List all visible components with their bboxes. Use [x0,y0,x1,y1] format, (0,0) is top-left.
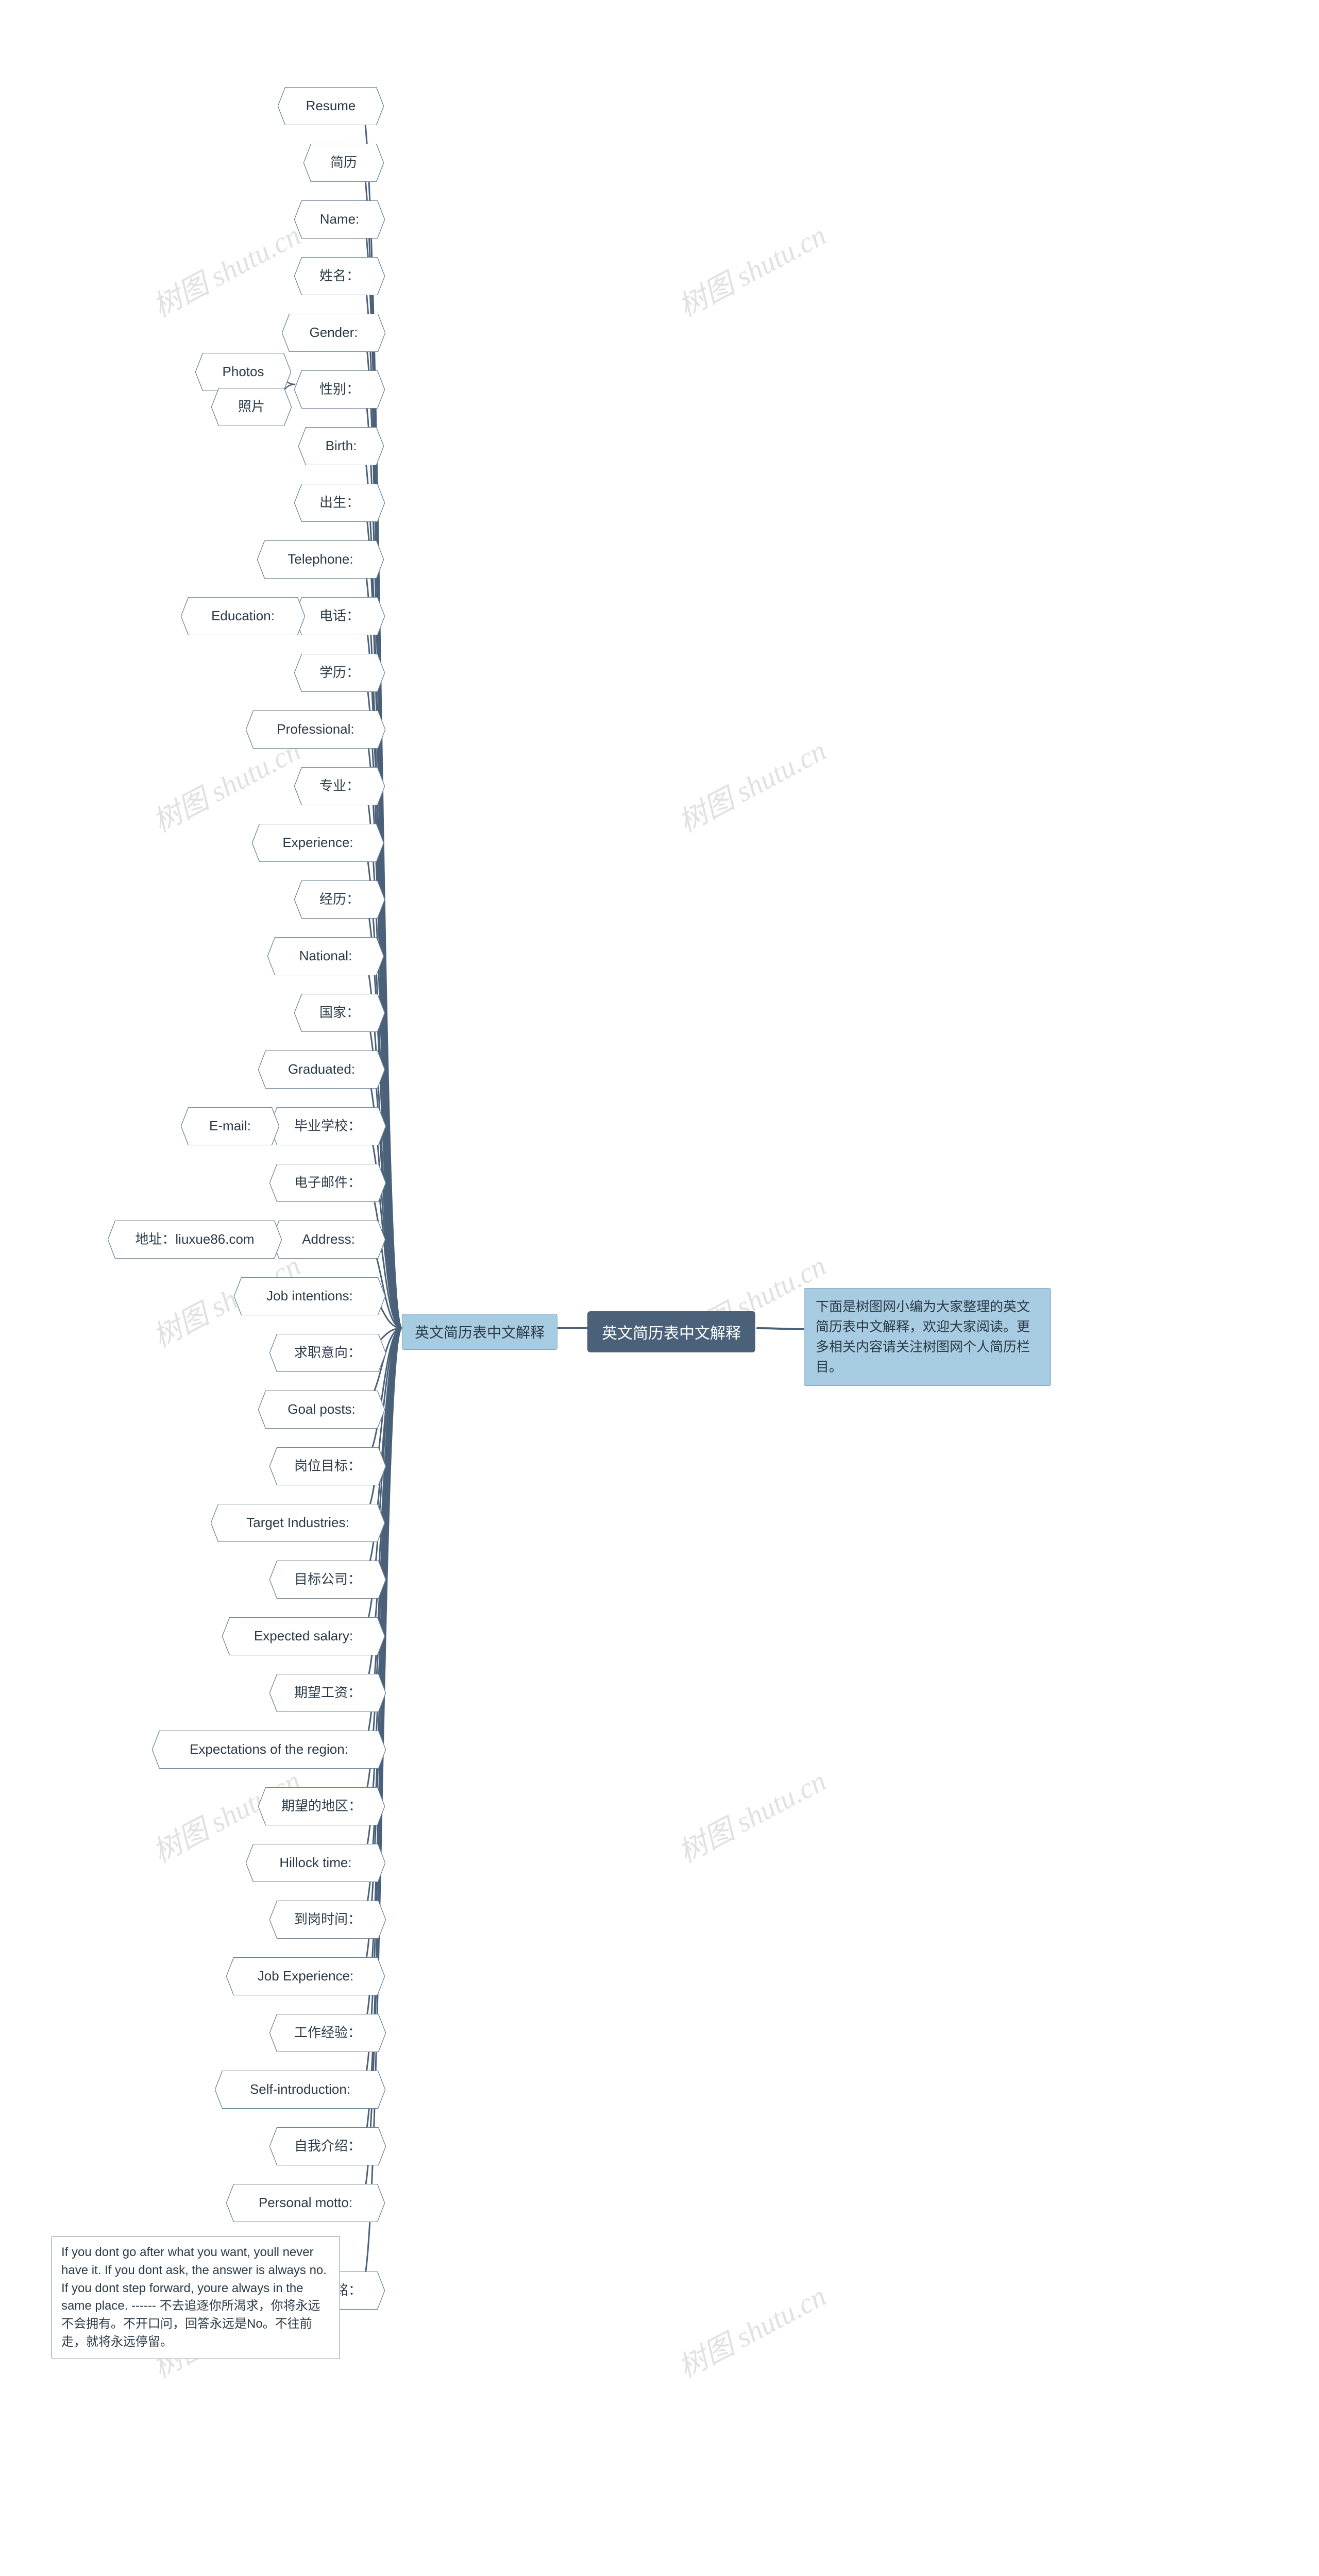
leaf-node-jobexp: Job Experience: [227,1958,384,1995]
description-node: 下面是树图网小编为大家整理的英文简历表中文解释，欢迎大家阅读。更多相关内容请关注… [804,1288,1051,1386]
leaf-wrap: 国家： [295,994,384,1031]
leaf-node-professional_cn: 专业： [295,768,384,805]
leaf-wrap: 性别： [295,371,384,408]
leaf-wrap: 经历： [295,881,384,918]
leaf-wrap: 出生： [295,484,384,521]
leaf-node-name_cn: 姓名： [295,258,384,295]
child-node-photos_cn: 照片 [212,388,291,426]
child-node-photos: Photos [196,353,291,391]
leaf-node-motto: Personal motto: [227,2184,384,2222]
leaf-node-birth_cn: 出生： [295,484,384,521]
leaf-node-education_cn: 学历： [295,654,384,691]
leaf-node-expregion_cn: 期望的地区： [259,1788,384,1825]
leaf-node-targetind: Target Industries: [211,1504,384,1541]
leaf-wrap: 专业： [295,768,384,805]
leaf-wrap: 简历 [304,144,383,181]
leaf-node-name: Name: [295,201,384,238]
leaf-node-experience: Experience: [252,824,383,861]
leaf-wrap: E-mail: [181,1108,279,1145]
leaf-wrap: Resume [278,88,383,125]
leaf-wrap: Hillock time: [246,1844,385,1882]
leaf-node-birth: Birth: [299,428,383,465]
leaf-wrap: Job Experience: [227,1958,384,1995]
leaf-wrap: 毕业学校： [270,1108,385,1145]
leaf-wrap: Address: [272,1221,385,1258]
child-node-motto_txt: If you dont go after what you want, youl… [52,2236,340,2359]
leaf-wrap: 到岗时间： [270,1901,385,1938]
leaf-node-resume: Resume [278,88,383,125]
leaf-node-targetind_cn: 目标公司： [270,1561,385,1598]
leaf-wrap: Personal motto: [227,2184,384,2222]
leaf-wrap: 照片 [212,388,291,426]
leaf-wrap: Goal posts: [259,1391,384,1428]
leaf-wrap: 目标公司： [270,1561,385,1598]
leaf-node-goalposts: Goal posts: [259,1391,384,1428]
leaf-wrap: National: [268,938,383,975]
leaf-node-address: Address: [272,1221,385,1258]
leaf-node-expsalary_cn: 期望工资： [270,1674,385,1711]
leaf-wrap: Telephone: [258,541,383,578]
leaf-node-email_cn: 电子邮件： [270,1164,385,1201]
leaf-node-telephone: Telephone: [258,541,383,578]
leaf-node-jobexp_cn: 工作经验： [270,2014,385,2052]
child-node-education: Education: [181,598,305,635]
leaf-wrap: 学历： [295,654,384,691]
root-node: 英文简历表中文解释 [587,1311,755,1352]
leaf-wrap: 期望的地区： [259,1788,384,1825]
leaf-node-graduated: Graduated: [259,1051,384,1088]
leaf-node-selfintro_cn: 自我介绍： [270,2128,385,2165]
leaf-node-expsalary: Expected salary: [223,1618,384,1655]
leaf-wrap: Graduated: [259,1051,384,1088]
leaf-wrap: 求职意向： [270,1334,385,1371]
child-node-email: E-mail: [181,1108,279,1145]
leaf-node-goalposts_cn: 岗位目标： [270,1448,385,1485]
leaf-wrap: Self-introduction: [215,2071,385,2108]
leaf-wrap: 姓名： [295,258,384,295]
leaf-node-gender_cn: 性别： [295,371,384,408]
leaf-wrap: Target Industries: [211,1504,384,1541]
leaf-wrap: 期望工资： [270,1674,385,1711]
leaf-node-national_cn: 国家： [295,994,384,1031]
leaf-node-jobintent: Job intentions: [234,1278,385,1315]
leaf-wrap: 自我介绍： [270,2128,385,2165]
leaf-node-hillock_cn: 到岗时间： [270,1901,385,1938]
leaf-wrap: Professional: [246,711,385,748]
leaf-node-expregion: Expectations of the region: [153,1731,385,1768]
leaf-node-telephone_cn: 电话： [295,598,384,635]
leaf-wrap: Job intentions: [234,1278,385,1315]
leaf-node-professional: Professional: [246,711,385,748]
leaf-wrap: 电话： [295,598,384,635]
leaf-wrap: Expected salary: [223,1618,384,1655]
leaf-wrap: Expectations of the region: [153,1731,385,1768]
leaf-wrap: Experience: [252,824,383,861]
leaf-wrap: Education: [181,598,305,635]
leaf-wrap: 地址：liuxue86.com [108,1221,281,1258]
leaf-wrap: Birth: [299,428,383,465]
leaf-wrap: 工作经验： [270,2014,385,2052]
child-node-address_cn: 地址：liuxue86.com [108,1221,281,1258]
leaf-node-hillock: Hillock time: [246,1844,385,1882]
leaf-node-resume_cn: 简历 [304,144,383,181]
leaf-wrap: 岗位目标： [270,1448,385,1485]
leaf-wrap: Photos [196,353,291,391]
leaf-node-national: National: [268,938,383,975]
leaf-wrap: 电子邮件： [270,1164,385,1201]
leaf-wrap: Gender: [282,314,385,351]
leaf-node-selfintro: Self-introduction: [215,2071,385,2108]
leaf-node-graduated_cn: 毕业学校： [270,1108,385,1145]
leaf-node-experience_cn: 经历： [295,881,384,918]
leaf-node-gender: Gender: [282,314,385,351]
hub-node: 英文简历表中文解释 [402,1314,557,1350]
leaf-node-jobintent_cn: 求职意向： [270,1334,385,1371]
leaf-wrap: Name: [295,201,384,238]
